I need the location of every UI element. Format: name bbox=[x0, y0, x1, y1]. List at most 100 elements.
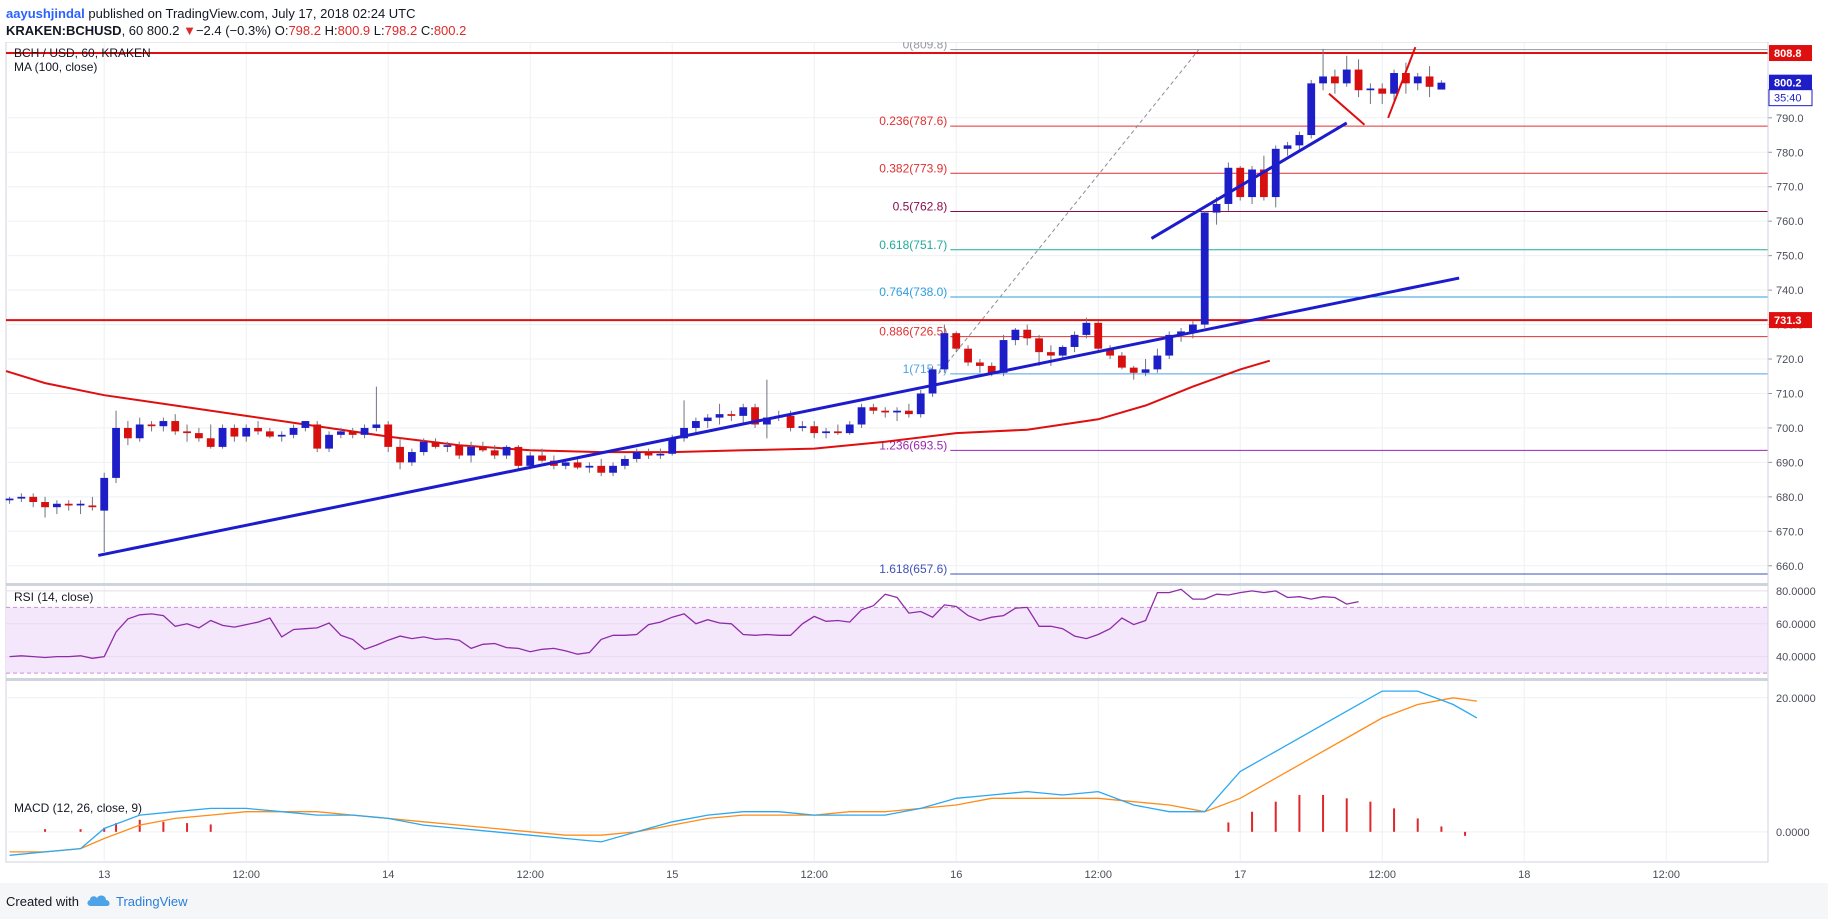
candle-down bbox=[1378, 88, 1387, 94]
tradingview-brand-link[interactable]: TradingView bbox=[116, 894, 188, 909]
rsi-band bbox=[6, 607, 1768, 674]
candle-up bbox=[1011, 329, 1020, 341]
candle-up bbox=[822, 431, 830, 434]
candle-down bbox=[490, 450, 499, 456]
candle-up bbox=[1188, 324, 1197, 332]
price-tick-label: 780.0 bbox=[1776, 147, 1804, 159]
candle-down bbox=[183, 431, 191, 434]
chart-header: aayushjindal published on TradingView.co… bbox=[0, 0, 1828, 42]
time-tick-label: 18 bbox=[1518, 869, 1530, 881]
candle-up bbox=[893, 410, 901, 413]
open-value: 798.2 bbox=[288, 23, 321, 38]
rsi-tick-label: 60.0000 bbox=[1776, 619, 1816, 631]
price-marker-label: 731.3 bbox=[1774, 315, 1802, 327]
fib-level-label: 0.236(787.6) bbox=[879, 114, 947, 128]
macd-histogram-bar bbox=[1393, 808, 1396, 832]
fib-level-label: 0.618(751.7) bbox=[879, 238, 947, 252]
candle-up bbox=[1342, 69, 1351, 84]
candle-down bbox=[1401, 73, 1410, 84]
candle-up bbox=[561, 462, 570, 466]
projection-down-line bbox=[1328, 92, 1366, 126]
price-tick-label: 690.0 bbox=[1776, 457, 1804, 469]
candle-up bbox=[999, 340, 1008, 373]
candle-down bbox=[904, 410, 913, 415]
candle-up bbox=[17, 496, 26, 499]
candle-up bbox=[1366, 88, 1375, 91]
candle-up bbox=[703, 417, 712, 422]
candle-down bbox=[478, 446, 487, 451]
candle-down bbox=[194, 433, 203, 439]
fib-paren: ) bbox=[943, 161, 947, 175]
candle-up bbox=[762, 417, 771, 425]
macd-histogram-bar bbox=[79, 829, 82, 832]
candle-up bbox=[1271, 148, 1280, 198]
fib-level-label: 0.764(738.0) bbox=[879, 285, 947, 299]
chart-border bbox=[5, 42, 1769, 863]
time-tick-label: 13 bbox=[98, 869, 110, 881]
fib-paren: ) bbox=[943, 238, 947, 252]
candle-down bbox=[833, 431, 842, 434]
candle-up bbox=[739, 407, 748, 416]
candle-up bbox=[585, 465, 594, 468]
fib-paren: ) bbox=[943, 325, 947, 339]
price-tick-label: 670.0 bbox=[1776, 526, 1804, 538]
fib-value: 787.6 bbox=[913, 114, 943, 128]
fib-ratio: 0.236( bbox=[879, 114, 913, 128]
candle-down bbox=[171, 421, 180, 432]
candle-up bbox=[940, 333, 949, 370]
candle-down bbox=[88, 505, 97, 508]
fib-level-label: 0.5(762.8) bbox=[893, 200, 948, 214]
candle-up bbox=[419, 441, 428, 453]
time-tick-label: 12:00 bbox=[1084, 869, 1112, 881]
fib-ratio: 0.764( bbox=[879, 285, 913, 299]
close-label: C: bbox=[420, 23, 434, 38]
candle-up bbox=[277, 434, 286, 437]
candle-down bbox=[1035, 338, 1043, 353]
candle-up bbox=[845, 424, 854, 434]
rsi-pane bbox=[6, 588, 1768, 674]
publish-info: aayushjindal published on TradingView.co… bbox=[6, 6, 416, 21]
chart-title: BCH / USD, 60, KRAKEN bbox=[14, 46, 151, 60]
candle-down bbox=[1330, 76, 1339, 84]
price-tick-label: 750.0 bbox=[1776, 251, 1804, 263]
candle-up bbox=[1283, 145, 1292, 149]
candle-up bbox=[502, 446, 511, 456]
fib-paren: ) bbox=[943, 114, 947, 128]
low-value: 798.2 bbox=[384, 23, 418, 38]
fib-level-label: 1.618(657.6) bbox=[879, 562, 947, 576]
candle-down bbox=[964, 348, 972, 363]
macd-histogram-bar bbox=[1345, 798, 1348, 832]
candle-up bbox=[1390, 73, 1398, 94]
candle-up bbox=[632, 452, 641, 459]
fib-paren: ) bbox=[943, 285, 947, 299]
candle-down bbox=[206, 438, 215, 447]
candle-down bbox=[786, 415, 795, 428]
author-link[interactable]: aayushjindal bbox=[6, 6, 85, 21]
chart-canvas[interactable]: 0(809.8)0.236(787.6)0.382(773.9)0.5(762.… bbox=[0, 42, 1828, 883]
candle-up bbox=[443, 445, 452, 447]
candle-down bbox=[147, 424, 156, 427]
candle-down bbox=[1259, 169, 1268, 198]
indicator-label: MA (100, close) bbox=[14, 60, 97, 74]
candle-down bbox=[1094, 322, 1103, 349]
candle-up bbox=[360, 427, 369, 435]
macd-histogram-bar bbox=[209, 824, 212, 832]
projection-up-line bbox=[1387, 46, 1417, 119]
macd-histogram-bar bbox=[1322, 794, 1325, 832]
rsi-line bbox=[9, 588, 1359, 659]
macd-histogram-bar bbox=[44, 829, 47, 832]
fib-value: 762.8 bbox=[913, 200, 943, 214]
candle-up bbox=[656, 453, 665, 456]
time-tick-label: 17 bbox=[1234, 869, 1246, 881]
countdown-box bbox=[1768, 89, 1813, 107]
price-tick-label: 720.0 bbox=[1776, 354, 1804, 366]
fib-value: 809.8 bbox=[913, 42, 943, 52]
candle-down bbox=[230, 427, 239, 437]
created-with-text: Created with bbox=[6, 894, 79, 909]
candle-up bbox=[159, 421, 168, 427]
candle-up bbox=[372, 424, 381, 428]
candle-up bbox=[691, 421, 700, 428]
axes: 13 12:00 14 12:00 15 12:00 16 12:00 17 12:00 18 12:… bbox=[98, 42, 1816, 881]
macd-label: MACD (12, 26, close, 9) bbox=[14, 801, 142, 815]
candle-up bbox=[407, 452, 416, 463]
